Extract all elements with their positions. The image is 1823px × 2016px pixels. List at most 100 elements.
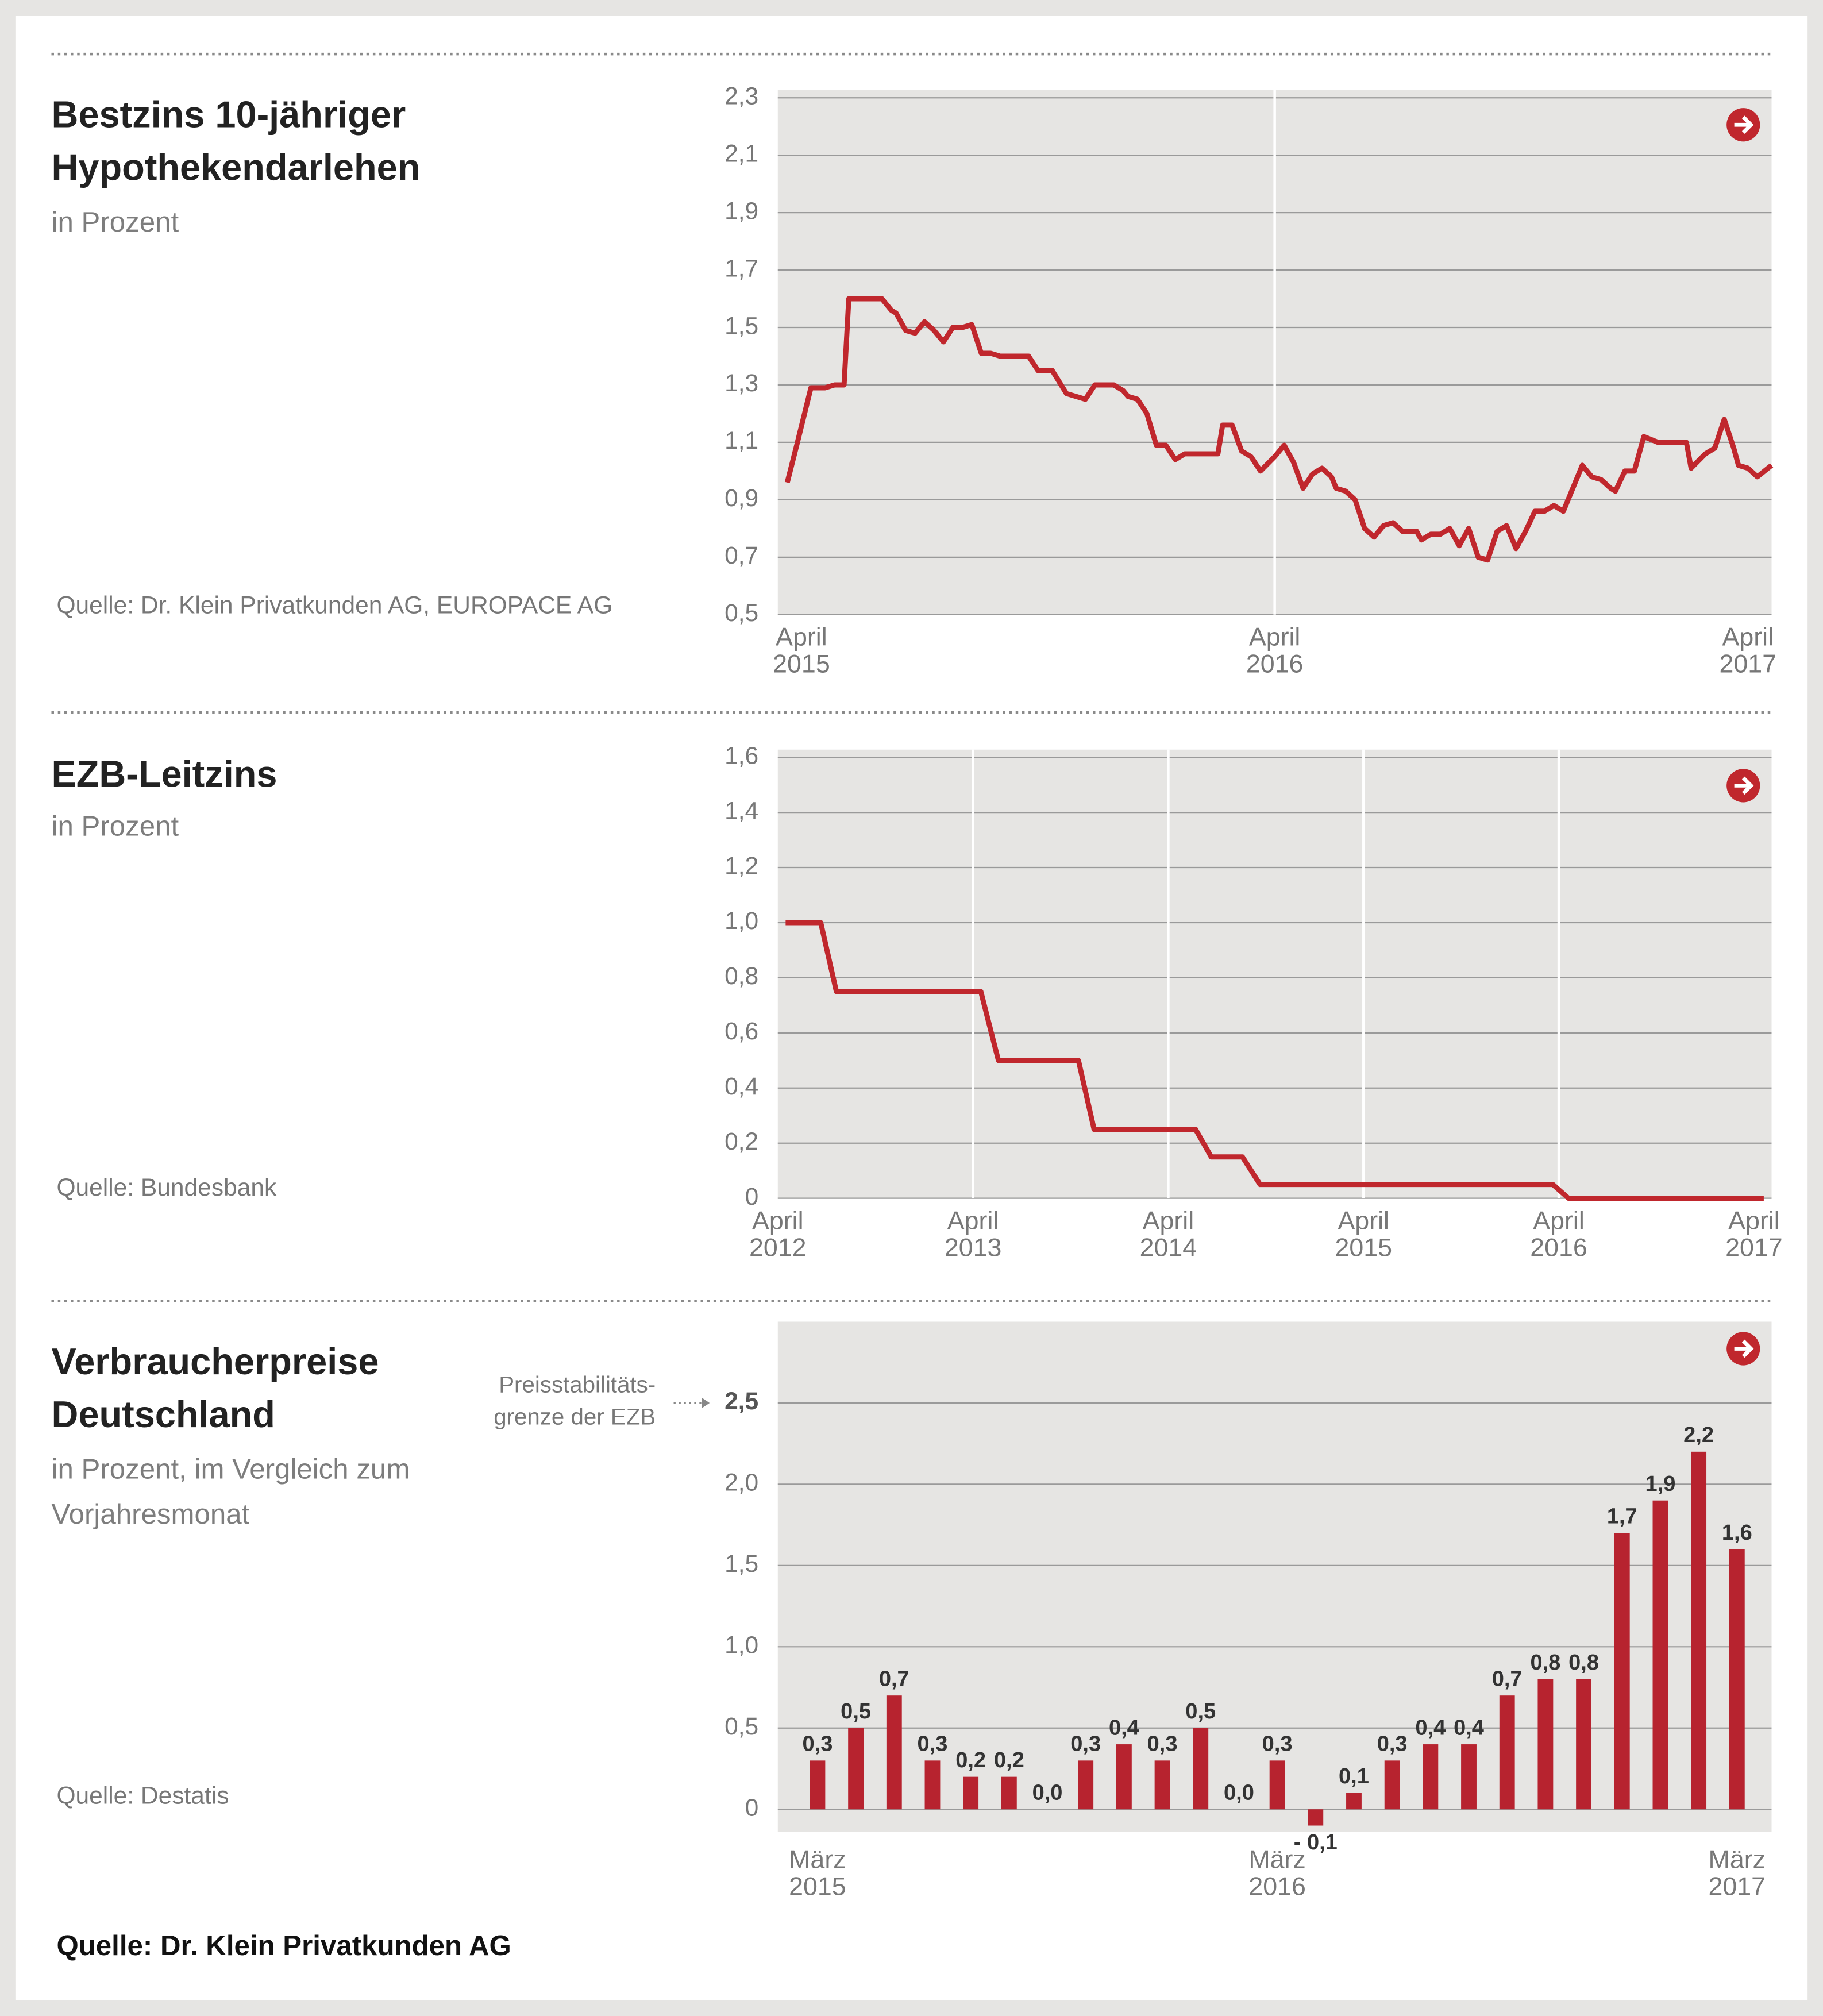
x-tick-label-box: April 2014 xyxy=(1140,1208,1197,1262)
value-label: 0,3 xyxy=(1147,1732,1178,1756)
y-tick-label: 0,9 xyxy=(724,485,758,512)
y-tick-label: 1,3 xyxy=(724,370,758,397)
chart-subtitle: in Prozent xyxy=(51,810,179,842)
x-tick-label: März 2016 xyxy=(1248,1846,1306,1902)
x-tick-label: April 2017 xyxy=(1725,1207,1783,1263)
y-tick-label: 1,2 xyxy=(724,853,758,880)
value-label: 0,8 xyxy=(1568,1651,1599,1675)
y-tick-label: 1,0 xyxy=(724,1632,758,1659)
chart-title: Bestzins 10-jähriger Hypothekendarlehen xyxy=(51,95,421,190)
x-tick-label-box: April 2012 xyxy=(749,1207,807,1263)
bar xyxy=(886,1695,902,1810)
bar xyxy=(1193,1728,1209,1810)
bar xyxy=(1691,1451,1707,1810)
chart-title: Verbraucherpreise Deutschland xyxy=(51,1342,379,1436)
x-tick-label-box: März 2017 xyxy=(1708,1846,1766,1902)
bar xyxy=(1576,1679,1591,1810)
y-tick-label: 0,2 xyxy=(724,1128,758,1155)
value-label: 1,9 xyxy=(1645,1472,1675,1496)
x-tick-label: März 2017 xyxy=(1708,1846,1766,1902)
page-source: Quelle: Dr. Klein Privatkunden AG xyxy=(56,1930,511,1961)
value-label: 2,2 xyxy=(1683,1423,1714,1447)
annotation: grenze der EZB xyxy=(494,1404,656,1429)
bar xyxy=(1499,1695,1515,1810)
bar xyxy=(1423,1744,1439,1810)
y-tick-label: 1,0 xyxy=(724,908,758,935)
x-tick-label-box: April 2015 xyxy=(773,625,830,679)
y-tick-label: 0,8 xyxy=(724,963,758,990)
x-tick-label-box: April 2016 xyxy=(1530,1208,1587,1262)
y-tick-label: 2,0 xyxy=(724,1470,758,1497)
chart-title: EZB-Leitzins xyxy=(51,754,278,796)
y-tick-label: 2,3 xyxy=(724,83,758,110)
link-icon-arrow xyxy=(1734,776,1754,795)
y-tick-label: 1,5 xyxy=(724,1551,758,1578)
x-tick-label-box: April 2015 xyxy=(1335,1208,1392,1262)
value-label: 0,4 xyxy=(1109,1716,1139,1740)
x-tick-label: April 2016 xyxy=(1246,623,1304,679)
chart-subtitle-box: in Prozent, im Vergleich zum Vorjahresmo… xyxy=(51,1452,410,1530)
value-label: 0,0 xyxy=(1032,1780,1063,1805)
value-label: 0,8 xyxy=(1530,1651,1560,1675)
y-tick-label: 0,5 xyxy=(724,600,758,627)
bar xyxy=(1652,1500,1668,1810)
bar xyxy=(1308,1809,1324,1826)
y-tick-label: 2,1 xyxy=(724,140,758,167)
y-tick-label: 0,6 xyxy=(724,1018,758,1045)
value-label: 0,4 xyxy=(1415,1716,1446,1740)
y-tick-label: 1,7 xyxy=(724,255,758,282)
y-tick-label: 0,4 xyxy=(724,1073,758,1100)
y-tick-label: 1,9 xyxy=(724,198,758,225)
y-tick-label: 0,7 xyxy=(724,542,758,569)
y-tick-label: 1,4 xyxy=(724,797,758,824)
bar xyxy=(1154,1760,1170,1810)
value-label: 0,3 xyxy=(1070,1732,1101,1756)
bar xyxy=(1346,1793,1362,1810)
x-tick-label-box: März 2016 xyxy=(1248,1846,1306,1902)
x-tick-label: April 2012 xyxy=(749,1207,807,1263)
value-label: - 0,1 xyxy=(1294,1830,1338,1855)
y-tick-label: 1,1 xyxy=(724,427,758,454)
bar xyxy=(1269,1760,1285,1810)
plot-area xyxy=(777,1321,1772,1832)
link-icon-arrow xyxy=(1734,115,1754,134)
chart-subtitle-box: in Prozent xyxy=(52,206,179,238)
chart-source: Quelle: Dr. Klein Privatkunden AG, EUROP… xyxy=(56,592,612,619)
value-label: 0,3 xyxy=(1377,1732,1408,1756)
y-tick-label: 2,5 xyxy=(724,1388,758,1415)
x-tick-label-box: April 2013 xyxy=(944,1207,1002,1263)
x-tick-label-box: April 2016 xyxy=(1246,623,1304,679)
value-label: 0,2 xyxy=(994,1748,1024,1772)
value-label: 0,7 xyxy=(1492,1667,1523,1691)
y-tick-label: 1,6 xyxy=(724,742,758,769)
annotation-arrowhead xyxy=(702,1397,710,1408)
bar xyxy=(1729,1549,1745,1810)
separators xyxy=(51,52,1772,1302)
value-label: 0,0 xyxy=(1224,1780,1254,1805)
y-tick-label: 1,5 xyxy=(724,313,758,340)
bar xyxy=(848,1728,864,1810)
x-tick-label-box: März 2015 xyxy=(789,1846,846,1902)
value-label: 0,4 xyxy=(1454,1716,1484,1740)
chart-source: Quelle: Destatis xyxy=(56,1783,229,1810)
annotation: Preisstabilitäts- xyxy=(499,1371,656,1397)
y-tick-label: 0,5 xyxy=(724,1713,758,1740)
chart-subtitle: in Prozent, im Vergleich zum Vorjahresmo… xyxy=(51,1452,410,1530)
y-tick-label: 0 xyxy=(745,1794,759,1821)
link-icon-arrow xyxy=(1734,1339,1754,1358)
chart-title-box: EZB-Leitzins xyxy=(51,754,278,796)
x-tick-label: April 2013 xyxy=(944,1207,1002,1263)
value-label: 1,6 xyxy=(1722,1521,1752,1545)
x-tick-label: März 2015 xyxy=(789,1846,846,1902)
bar xyxy=(924,1760,941,1810)
bar xyxy=(1001,1776,1017,1810)
bar xyxy=(1078,1760,1094,1810)
data-line xyxy=(784,296,1774,563)
chart-title-box: Bestzins 10-jähriger Hypothekendarlehen xyxy=(51,95,421,190)
value-label: 0,3 xyxy=(918,1732,948,1756)
value-label: 0,1 xyxy=(1339,1764,1369,1788)
bar xyxy=(1461,1744,1477,1810)
value-label: 0,5 xyxy=(1185,1699,1216,1724)
bar xyxy=(1537,1679,1554,1810)
